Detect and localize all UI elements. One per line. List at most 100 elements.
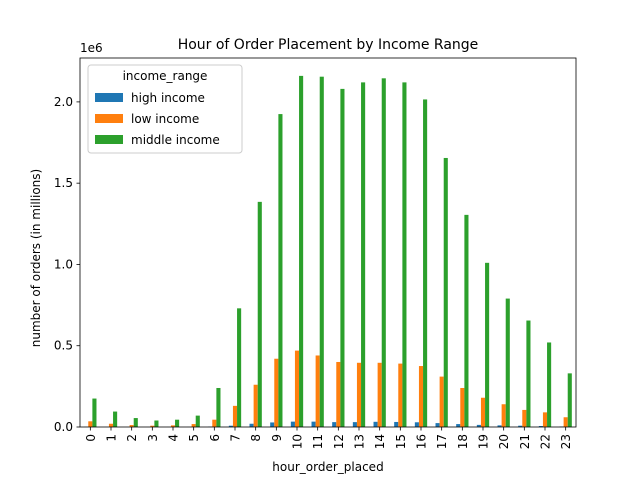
bar xyxy=(257,201,262,427)
bar xyxy=(270,422,275,427)
x-tick-label: 13 xyxy=(353,434,367,449)
bar xyxy=(113,411,118,427)
x-tick-label: 3 xyxy=(146,434,160,442)
y-tick-label: 0.5 xyxy=(54,339,73,353)
x-tick-label: 2 xyxy=(125,434,139,442)
x-tick-label: 4 xyxy=(167,434,181,442)
x-tick-label: 9 xyxy=(270,434,284,442)
bar xyxy=(505,298,510,427)
x-tick-label: 20 xyxy=(497,434,511,449)
x-tick-label: 1 xyxy=(105,434,119,442)
x-tick-label: 15 xyxy=(394,434,408,449)
bar xyxy=(381,78,386,427)
bar xyxy=(501,404,506,427)
bar xyxy=(212,419,217,427)
bar xyxy=(563,417,568,427)
bar xyxy=(228,425,233,427)
x-tick-label: 7 xyxy=(229,434,243,442)
bar xyxy=(435,423,440,427)
legend-box xyxy=(87,64,243,154)
bar xyxy=(133,418,138,427)
bar xyxy=(547,342,552,427)
bar xyxy=(278,114,283,427)
y-tick-label: 2.0 xyxy=(54,95,73,109)
x-tick-label: 16 xyxy=(415,434,429,449)
bar xyxy=(402,82,407,427)
bar xyxy=(460,387,465,427)
bar xyxy=(480,397,486,427)
x-tick-label: 6 xyxy=(208,434,222,442)
bar xyxy=(522,409,527,427)
bar xyxy=(294,350,300,427)
x-axis-label: hour_order_placed xyxy=(272,460,383,474)
x-tick-label: 5 xyxy=(187,434,201,442)
bar xyxy=(290,421,295,427)
bar xyxy=(216,387,221,427)
x-tick-label: 21 xyxy=(518,434,532,449)
bar xyxy=(237,308,242,427)
bar xyxy=(497,425,502,427)
bar xyxy=(336,361,341,427)
x-tick-label: 10 xyxy=(291,434,305,449)
y-tick-label: 1.0 xyxy=(54,257,73,271)
y-tick-label: 0.0 xyxy=(54,420,73,434)
x-tick-label: 14 xyxy=(373,434,387,449)
bar xyxy=(538,426,543,427)
y-axis-label: number of orders (in millions) xyxy=(29,169,43,347)
bar xyxy=(332,422,337,427)
bar xyxy=(485,262,490,427)
y-axis: 0.0 0.5 1.0 1.5 2.0 xyxy=(54,95,80,434)
chart-title: Hour of Order Placement by Income Range xyxy=(178,37,479,53)
x-tick-label: 8 xyxy=(249,434,263,442)
y-tick-label: 1.5 xyxy=(54,176,73,190)
bar xyxy=(414,422,419,427)
bar xyxy=(456,424,461,427)
x-axis: 0 1 2 3 4 5 6 7 8 9 10 11 12 13 14 15 16 17 18 19 20 21 22 23 xyxy=(84,427,573,449)
bar xyxy=(108,423,114,427)
bar xyxy=(129,425,134,427)
bar xyxy=(154,420,159,427)
bar xyxy=(340,88,345,427)
x-tick-label: 11 xyxy=(311,434,325,449)
bar xyxy=(394,421,399,427)
x-tick-label: 19 xyxy=(477,434,491,449)
bar xyxy=(567,373,572,427)
x-tick-label: 0 xyxy=(84,434,98,442)
bar xyxy=(88,421,93,427)
bar xyxy=(356,362,362,427)
legend-swatch xyxy=(95,135,123,144)
plot-frame xyxy=(79,57,577,428)
bar xyxy=(476,424,481,427)
legend-swatch xyxy=(95,114,123,123)
bar xyxy=(377,362,382,427)
x-tick-label: 18 xyxy=(456,434,470,449)
bar xyxy=(191,424,196,427)
legend-label: low income xyxy=(131,112,199,126)
bar xyxy=(150,425,155,427)
x-tick-label: 22 xyxy=(539,434,553,449)
bar xyxy=(195,415,200,427)
y-offset-text: 1e6 xyxy=(80,41,103,55)
legend-label: high income xyxy=(131,91,205,105)
bar xyxy=(398,363,403,427)
bar xyxy=(361,82,366,427)
bar xyxy=(464,214,469,427)
bar xyxy=(518,425,523,427)
bar xyxy=(352,422,357,427)
bar xyxy=(299,75,304,427)
bar xyxy=(92,398,97,427)
bar xyxy=(274,358,279,427)
bar xyxy=(253,384,258,427)
bar xyxy=(443,157,448,427)
bar xyxy=(311,421,316,427)
x-tick-label: 12 xyxy=(332,434,346,449)
legend-swatch xyxy=(95,93,123,102)
bar xyxy=(542,412,548,427)
bar xyxy=(373,421,378,427)
legend-title: income_range xyxy=(123,69,208,83)
bar xyxy=(526,320,531,427)
bar xyxy=(439,376,444,427)
bar xyxy=(232,405,238,427)
bar xyxy=(249,423,254,427)
